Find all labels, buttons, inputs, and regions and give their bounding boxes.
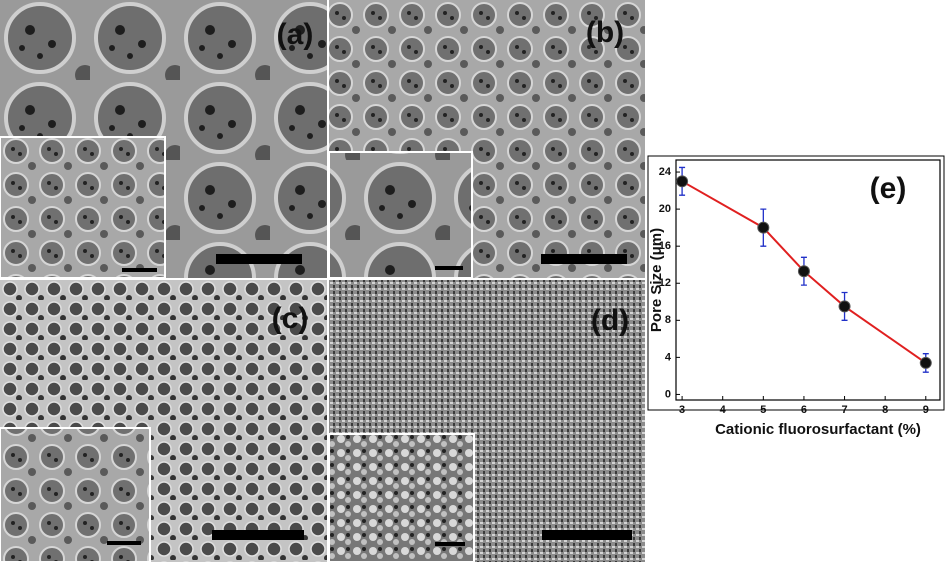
- panel-label: (b): [586, 16, 624, 49]
- y-tick-label: 20: [659, 203, 671, 215]
- x-tick-label: 3: [679, 404, 685, 416]
- panel-d: (d): [328, 280, 645, 562]
- plot-frame: [675, 159, 941, 401]
- marker: [919, 356, 932, 369]
- x-tick-label: 5: [760, 404, 766, 416]
- y-tick-label: 4: [665, 351, 672, 363]
- panel-label: (c): [272, 302, 309, 335]
- marker: [797, 265, 810, 278]
- x-tick-label: 4: [720, 404, 727, 416]
- y-tick-label: 12: [659, 277, 671, 289]
- y-tick-label: 24: [659, 166, 672, 178]
- chart-label: (e): [870, 172, 907, 205]
- x-axis-label: Cationic fluorosurfactant (%): [715, 421, 921, 438]
- x-tick-label: 7: [841, 404, 847, 416]
- y-tick-label: 8: [665, 314, 671, 326]
- panel-label: (d): [591, 304, 629, 337]
- panel-b: (b): [328, 0, 645, 279]
- panel-label: (a): [277, 18, 314, 51]
- panel-a: (a): [0, 0, 327, 279]
- x-tick-label: 6: [801, 404, 807, 416]
- y-axis-label: Pore Size (μm): [648, 228, 665, 332]
- marker: [676, 175, 689, 188]
- panel-c: (c): [0, 280, 327, 562]
- marker: [838, 300, 851, 313]
- x-tick-label: 8: [882, 404, 888, 416]
- x-tick-label: 9: [923, 404, 929, 416]
- marker: [757, 221, 770, 234]
- y-tick-label: 0: [665, 388, 671, 400]
- y-tick-label: 16: [659, 240, 671, 252]
